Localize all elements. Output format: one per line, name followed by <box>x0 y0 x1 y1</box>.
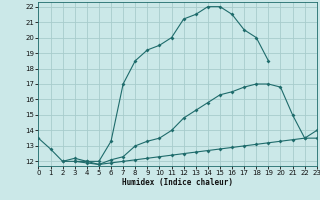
X-axis label: Humidex (Indice chaleur): Humidex (Indice chaleur) <box>122 178 233 187</box>
